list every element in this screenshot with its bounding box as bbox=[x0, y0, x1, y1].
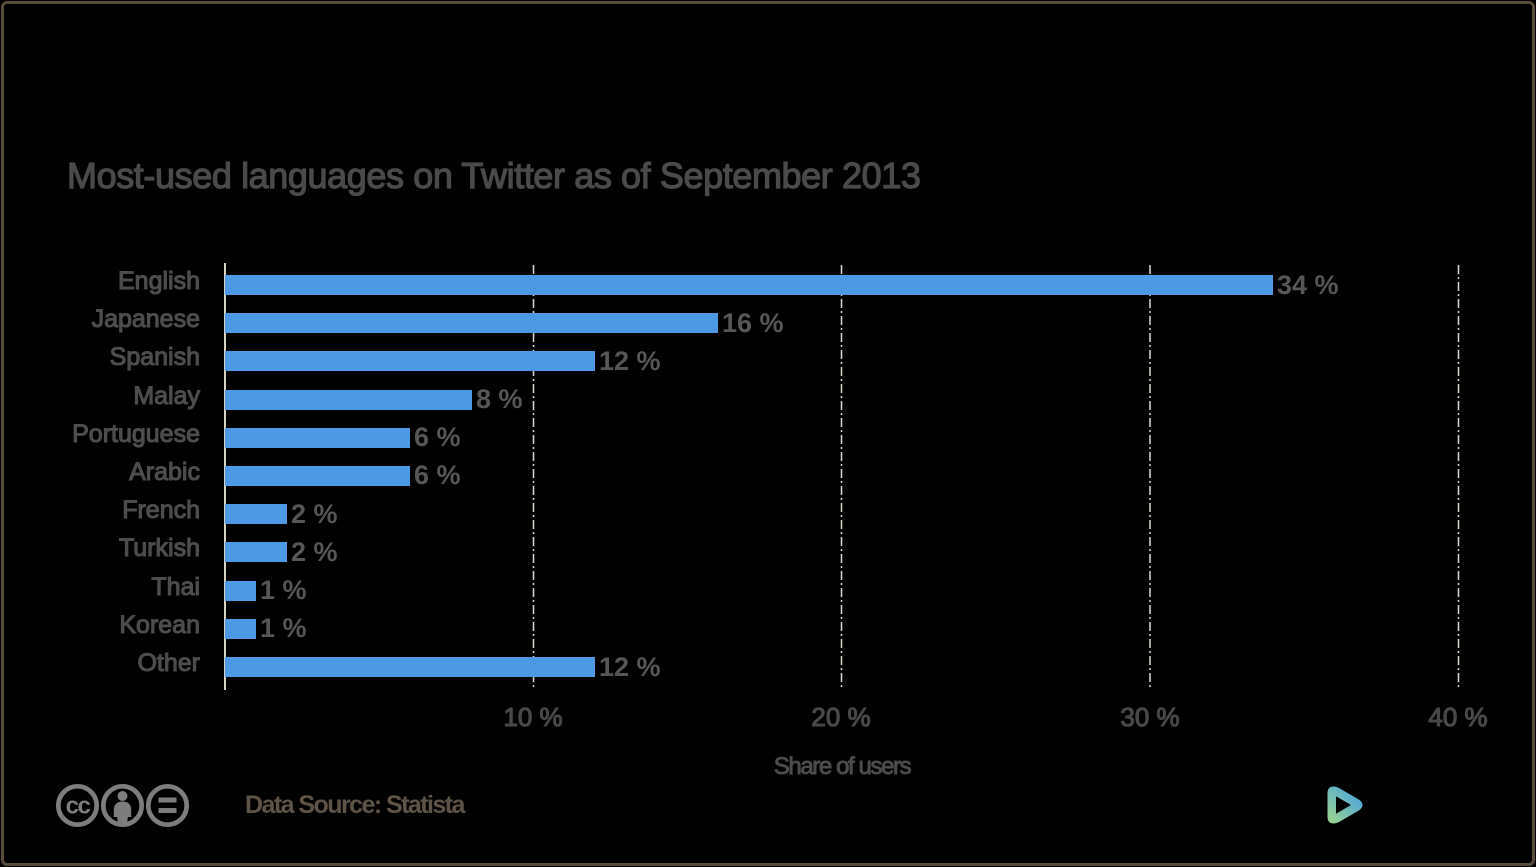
svg-text:cc: cc bbox=[66, 793, 91, 820]
